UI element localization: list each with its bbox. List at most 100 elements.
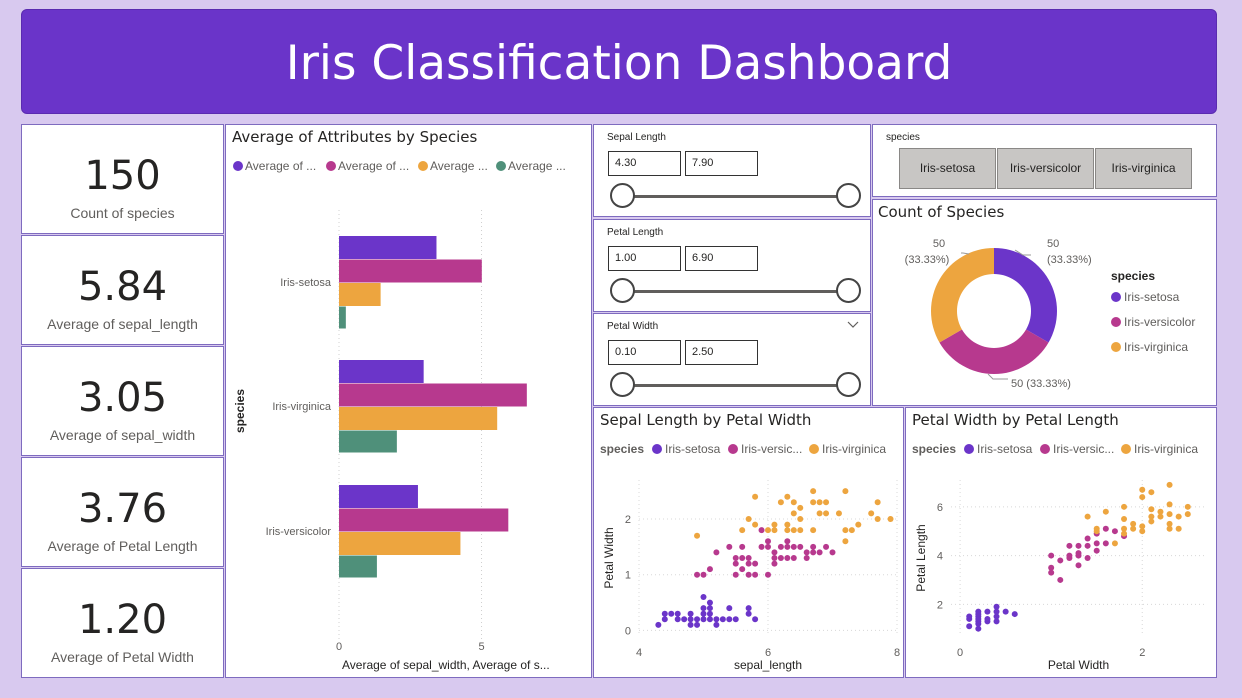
scatter-point: [765, 571, 771, 578]
scatter-point: [706, 616, 713, 623]
bar: [339, 236, 437, 259]
scatter-point: [1057, 576, 1064, 583]
donut-slice: [931, 248, 994, 343]
scatter-point: [842, 488, 849, 495]
legend-marker: [728, 444, 738, 454]
scatter-point: [745, 610, 752, 617]
slider-max-handle[interactable]: [836, 183, 861, 208]
scatter-point: [1166, 501, 1173, 508]
legend-title: species: [600, 442, 644, 456]
scatter-sepal-panel[interactable]: Sepal Length by Petal Width species Iris-…: [593, 407, 904, 678]
legend-label: Average of ...: [245, 159, 316, 173]
scatter-point: [975, 625, 982, 632]
scatter-point: [1130, 525, 1137, 532]
scatter-point: [771, 527, 778, 534]
scatter-point: [1121, 503, 1128, 510]
bar: [339, 407, 498, 430]
scatter-point: [1084, 542, 1091, 549]
scatter-point: [1111, 528, 1118, 535]
kpi-card-petal-width[interactable]: 1.20 Average of Petal Width: [21, 568, 224, 678]
bar: [339, 383, 527, 407]
scatter-point: [706, 605, 713, 612]
petal-width-max-input[interactable]: 2.50: [685, 340, 758, 365]
scatter-point: [1139, 528, 1146, 535]
data-label: 50 (33.33%): [1011, 378, 1071, 390]
bar-chart-panel[interactable]: Average of Attributes by Species Average…: [225, 124, 592, 678]
legend-label: Iris-setosa: [665, 442, 721, 456]
scatter-point: [810, 527, 817, 534]
page-title: Iris Classification Dashboard: [285, 36, 953, 91]
bar: [339, 532, 461, 555]
scatter-point: [1075, 562, 1082, 569]
legend-label: Iris-virginica: [822, 442, 886, 456]
scatter-point: [674, 616, 681, 623]
petal-length-max-input[interactable]: 6.90: [685, 246, 758, 271]
species-button-virginica[interactable]: Iris-virginica: [1095, 148, 1192, 189]
scatter-petal-chart: species Iris-setosa Iris-versic... Iris-vir…: [912, 442, 1206, 672]
species-button-setosa[interactable]: Iris-setosa: [899, 148, 996, 189]
scatter-point: [1148, 506, 1155, 513]
kpi-label: Average of Petal Length: [47, 538, 198, 554]
scatter-point: [797, 504, 804, 511]
legend-marker: [326, 161, 336, 171]
kpi-value: 150: [84, 153, 161, 199]
donut-chart-panel[interactable]: Count of Species 50 (33.33%) 50 (33.33%) 50…: [872, 199, 1217, 406]
species-button-versicolor[interactable]: Iris-versicolor: [997, 148, 1094, 189]
data-label: (33.33%): [1047, 254, 1092, 266]
scatter-point: [1121, 525, 1128, 532]
scatter-point: [700, 594, 707, 600]
x-tick-label: 0: [957, 647, 963, 659]
slider-track[interactable]: [622, 384, 848, 387]
x-tick-label: 0: [336, 641, 342, 653]
bar-chart: Average of ... Average of ... Average ... A…: [233, 159, 566, 672]
slicer-petal-length[interactable]: Petal Length 1.00 6.90: [593, 219, 871, 312]
scatter-point: [1148, 513, 1155, 520]
scatter-point: [784, 538, 791, 545]
scatter-point: [752, 560, 759, 567]
y-tick-label: 2: [625, 514, 631, 526]
chevron-down-icon[interactable]: [847, 321, 859, 329]
slider-max-handle[interactable]: [836, 278, 861, 303]
kpi-card-petal-length[interactable]: 3.76 Average of Petal Length: [21, 457, 224, 567]
slicer-petal-width[interactable]: Petal Width 0.10 2.50: [593, 313, 871, 406]
scatter-point: [823, 499, 830, 506]
scatter-point: [984, 615, 991, 622]
scatter-point: [993, 613, 1000, 620]
scatter-point: [752, 616, 759, 623]
scatter-petal-panel[interactable]: Petal Width by Petal Length species Iris-…: [905, 407, 1217, 678]
petal-width-min-input[interactable]: 0.10: [608, 340, 681, 365]
scatter-point: [745, 555, 752, 561]
scatter-point: [1102, 540, 1109, 547]
slider-track[interactable]: [622, 195, 848, 198]
scatter-point: [700, 571, 707, 578]
bar: [339, 555, 377, 578]
kpi-card-sepal-width[interactable]: 3.05 Average of sepal_width: [21, 346, 224, 456]
scatter-point: [810, 488, 817, 495]
scatter-point: [842, 527, 849, 534]
slider-max-handle[interactable]: [836, 372, 861, 397]
slicer-sepal-length[interactable]: Sepal Length 4.30 7.90: [593, 124, 871, 217]
donut-slice: [939, 329, 1049, 374]
scatter-point: [1184, 511, 1191, 518]
scatter-point: [887, 516, 894, 522]
species-slicer[interactable]: species Iris-setosa Iris-versicolor Iris…: [872, 124, 1217, 197]
kpi-card-sepal-length[interactable]: 5.84 Average of sepal_length: [21, 235, 224, 345]
scatter-point: [1102, 525, 1109, 532]
slicer-title: Sepal Length: [607, 132, 666, 143]
y-axis-title: species: [233, 389, 247, 433]
donut-chart-title: Count of Species: [878, 203, 1005, 221]
petal-length-min-input[interactable]: 1.00: [608, 246, 681, 271]
scatter-point: [668, 610, 675, 617]
scatter-point: [700, 605, 707, 612]
slider-track[interactable]: [622, 290, 848, 293]
scatter-point: [700, 616, 707, 623]
sepal-length-min-input[interactable]: 4.30: [608, 151, 681, 176]
slider-min-handle[interactable]: [610, 372, 635, 397]
slider-min-handle[interactable]: [610, 278, 635, 303]
scatter-point: [784, 521, 791, 528]
kpi-card-count[interactable]: 150 Count of species: [21, 124, 224, 234]
slider-min-handle[interactable]: [610, 183, 635, 208]
scatter-point: [661, 616, 668, 623]
sepal-length-max-input[interactable]: 7.90: [685, 151, 758, 176]
scatter-point: [1139, 494, 1146, 501]
